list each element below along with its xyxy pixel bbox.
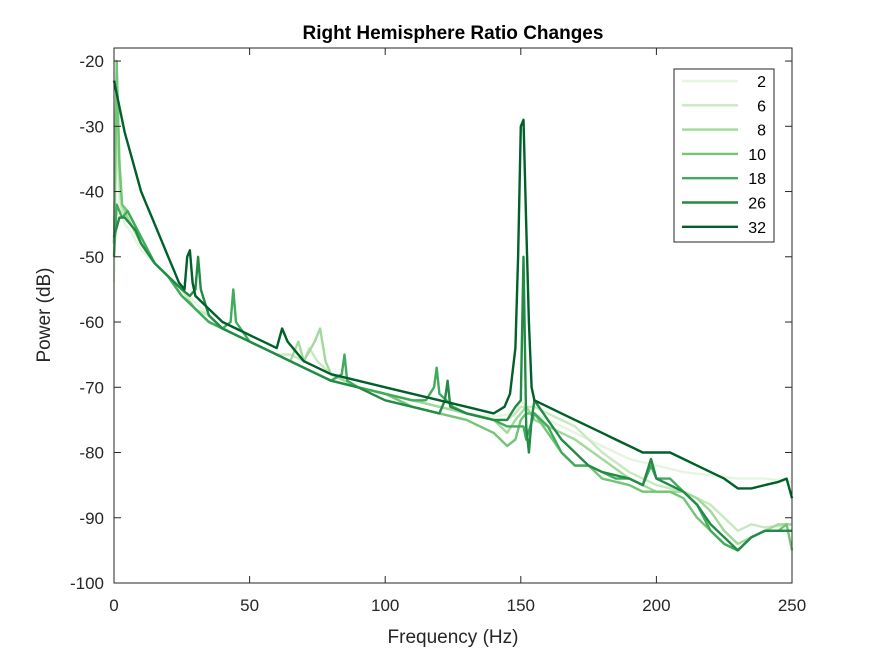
- y-tick-label: -90: [79, 509, 104, 528]
- legend-label: 2: [757, 74, 766, 91]
- series-lines: [112, 59, 794, 552]
- y-tick-label: -20: [79, 52, 104, 71]
- legend-label: 10: [748, 147, 766, 164]
- legend-label: 8: [757, 123, 766, 140]
- legend-label: 32: [748, 220, 766, 237]
- y-tick-label: -100: [70, 574, 104, 593]
- x-tick-label: 0: [109, 596, 118, 615]
- y-tick-label: -80: [79, 444, 104, 463]
- x-axis: 0 50 100 150 200 250: [109, 48, 806, 615]
- legend-label: 18: [748, 171, 766, 188]
- x-tick-label: 200: [642, 596, 670, 615]
- y-tick-label: -30: [79, 117, 104, 136]
- y-tick-label: -40: [79, 183, 104, 202]
- legend-label: 6: [757, 98, 766, 115]
- y-axis: -20 -30 -40 -50 -60 -70 -80 -90 -100: [70, 52, 792, 593]
- y-tick-label: -60: [79, 313, 104, 332]
- y-tick-label: -70: [79, 378, 104, 397]
- legend-box: [673, 68, 775, 243]
- x-tick-label: 50: [240, 596, 259, 615]
- chart-title: Right Hemisphere Ratio Changes: [303, 23, 604, 44]
- legend-label: 26: [748, 196, 766, 213]
- plot-frame: [113, 47, 793, 584]
- x-tick-label: 100: [371, 596, 399, 615]
- series-line-32: [112, 80, 794, 499]
- y-axis-label: Power (dB): [34, 267, 55, 362]
- y-tick-label: -50: [79, 248, 104, 267]
- series-line-26: [112, 216, 792, 552]
- x-tick-label: 150: [507, 596, 535, 615]
- x-axis-label: Frequency (Hz): [388, 627, 519, 648]
- x-tick-label: 250: [778, 596, 806, 615]
